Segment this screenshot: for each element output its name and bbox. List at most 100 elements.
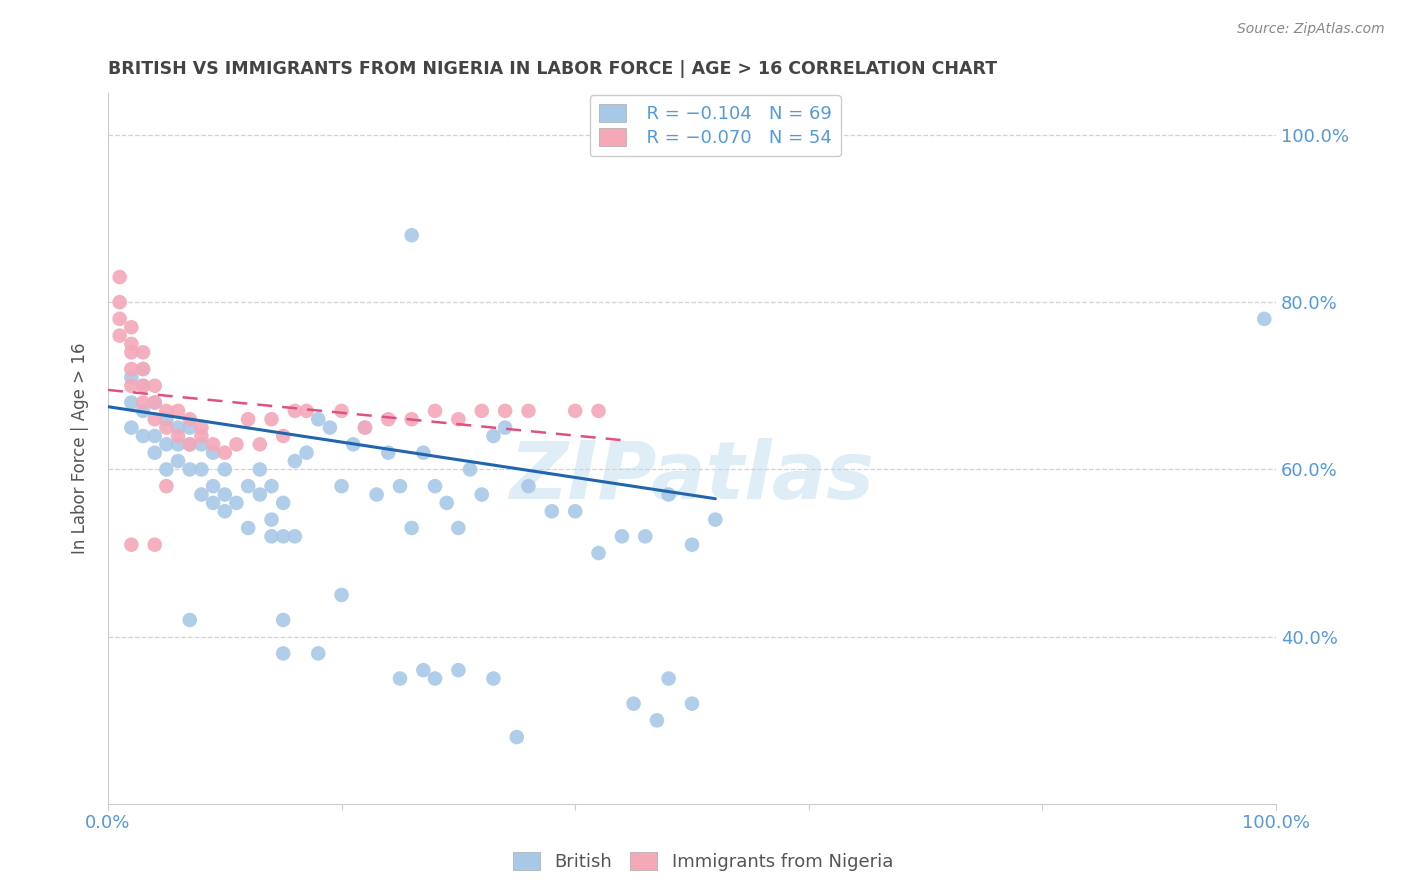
Point	[366, 487, 388, 501]
Point	[342, 437, 364, 451]
Point	[179, 437, 201, 451]
Point	[155, 462, 177, 476]
Point	[120, 362, 142, 376]
Point	[190, 462, 212, 476]
Point	[494, 404, 516, 418]
Point	[401, 412, 423, 426]
Point	[155, 420, 177, 434]
Point	[143, 395, 166, 409]
Point	[202, 437, 225, 451]
Point	[354, 420, 377, 434]
Legend:   R = −0.104   N = 69,   R = −0.070   N = 54: R = −0.104 N = 69, R = −0.070 N = 54	[589, 95, 841, 156]
Point	[143, 412, 166, 426]
Text: BRITISH VS IMMIGRANTS FROM NIGERIA IN LABOR FORCE | AGE > 16 CORRELATION CHART: BRITISH VS IMMIGRANTS FROM NIGERIA IN LA…	[108, 60, 997, 78]
Point	[354, 420, 377, 434]
Point	[564, 404, 586, 418]
Point	[634, 529, 657, 543]
Point	[108, 270, 131, 285]
Point	[143, 395, 166, 409]
Point	[494, 420, 516, 434]
Point	[132, 429, 155, 443]
Point	[506, 730, 529, 744]
Point	[190, 429, 212, 443]
Point	[271, 647, 294, 661]
Point	[236, 479, 259, 493]
Point	[179, 412, 201, 426]
Point	[271, 529, 294, 543]
Text: Source: ZipAtlas.com: Source: ZipAtlas.com	[1237, 22, 1385, 37]
Point	[260, 479, 283, 493]
Point	[645, 714, 668, 728]
Point	[132, 345, 155, 359]
Point	[447, 521, 470, 535]
Point	[471, 404, 494, 418]
Point	[179, 462, 201, 476]
Point	[202, 496, 225, 510]
Point	[658, 672, 681, 686]
Point	[108, 328, 131, 343]
Point	[214, 446, 236, 460]
Point	[167, 437, 190, 451]
Point	[132, 378, 155, 392]
Point	[307, 647, 329, 661]
Point	[120, 320, 142, 334]
Point	[401, 521, 423, 535]
Point	[214, 504, 236, 518]
Point	[236, 521, 259, 535]
Point	[179, 437, 201, 451]
Point	[214, 487, 236, 501]
Point	[423, 479, 446, 493]
Point	[132, 378, 155, 392]
Point	[271, 613, 294, 627]
Point	[132, 362, 155, 376]
Point	[271, 496, 294, 510]
Point	[284, 454, 307, 468]
Point	[143, 538, 166, 552]
Point	[1253, 311, 1275, 326]
Point	[167, 454, 190, 468]
Point	[681, 538, 703, 552]
Point	[271, 429, 294, 443]
Legend: British, Immigrants from Nigeria: British, Immigrants from Nigeria	[506, 845, 900, 879]
Point	[120, 395, 142, 409]
Point	[284, 529, 307, 543]
Point	[330, 588, 353, 602]
Point	[436, 496, 458, 510]
Point	[225, 496, 247, 510]
Point	[377, 412, 399, 426]
Point	[155, 404, 177, 418]
Point	[190, 487, 212, 501]
Point	[423, 672, 446, 686]
Point	[704, 513, 727, 527]
Point	[458, 462, 481, 476]
Point	[447, 412, 470, 426]
Point	[167, 420, 190, 434]
Point	[260, 412, 283, 426]
Point	[143, 446, 166, 460]
Point	[412, 446, 434, 460]
Point	[179, 420, 201, 434]
Point	[249, 437, 271, 451]
Point	[260, 513, 283, 527]
Point	[388, 672, 411, 686]
Point	[225, 437, 247, 451]
Point	[588, 404, 610, 418]
Point	[249, 462, 271, 476]
Point	[120, 370, 142, 384]
Point	[307, 412, 329, 426]
Y-axis label: In Labor Force | Age > 16: In Labor Force | Age > 16	[72, 343, 89, 554]
Point	[623, 697, 645, 711]
Point	[120, 345, 142, 359]
Point	[482, 672, 505, 686]
Point	[401, 228, 423, 243]
Point	[610, 529, 633, 543]
Point	[143, 378, 166, 392]
Point	[388, 479, 411, 493]
Point	[330, 404, 353, 418]
Point	[190, 437, 212, 451]
Point	[190, 420, 212, 434]
Point	[143, 429, 166, 443]
Point	[108, 311, 131, 326]
Point	[295, 446, 318, 460]
Point	[236, 412, 259, 426]
